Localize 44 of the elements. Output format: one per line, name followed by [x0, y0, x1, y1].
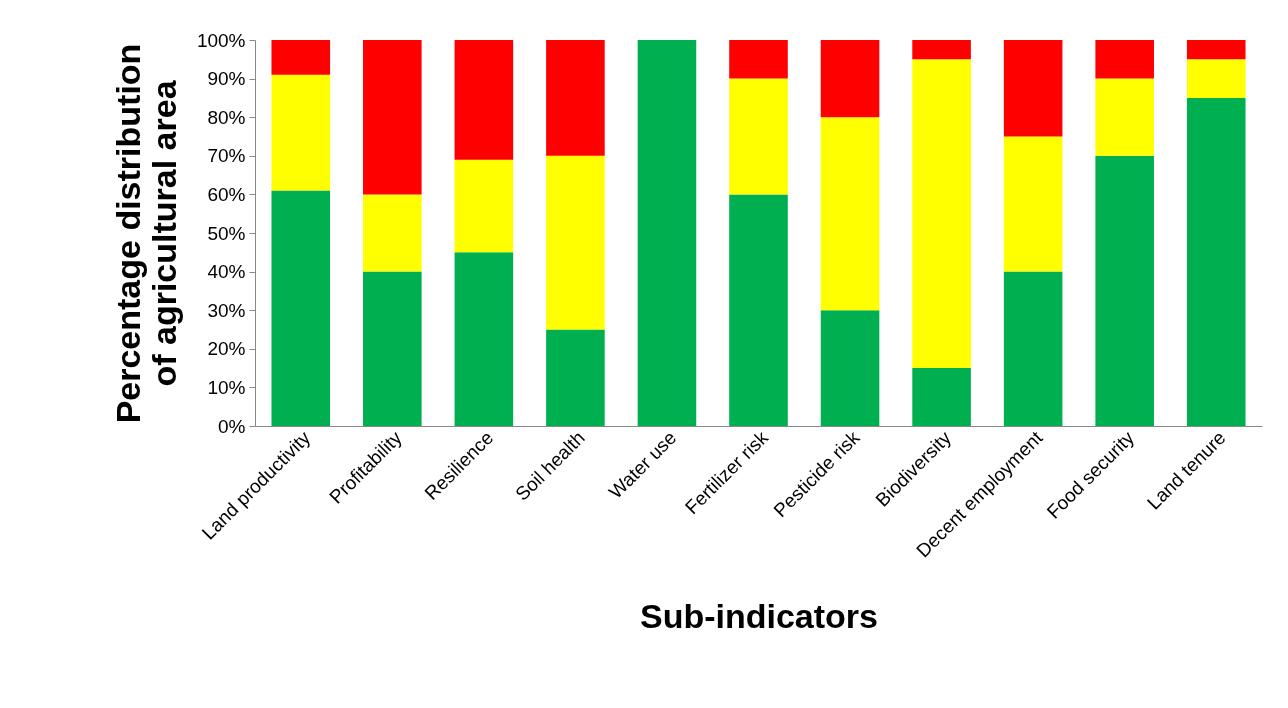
- bar: [1186, 97, 1246, 426]
- bar: [363, 271, 422, 426]
- bar: [454, 40, 514, 160]
- bar: [1095, 40, 1154, 79]
- y-tick-label: 30%: [207, 299, 246, 321]
- bar: [454, 159, 514, 253]
- bar: [454, 252, 514, 426]
- bar: [363, 194, 422, 272]
- bar: [1003, 136, 1063, 272]
- bar: [271, 190, 331, 426]
- bar: [820, 40, 880, 118]
- x-axis-title: Sub-indicators: [639, 597, 879, 636]
- bar: [271, 40, 331, 75]
- bar: [1186, 40, 1246, 60]
- bar: [1003, 271, 1063, 426]
- y-tick-label: 60%: [207, 183, 246, 205]
- y-tick-label: 100%: [196, 29, 246, 51]
- bar: [912, 368, 971, 426]
- bar: [1095, 155, 1154, 426]
- y-tick-label: 0%: [218, 415, 246, 437]
- y-tick-label: 10%: [207, 376, 246, 398]
- y-tick-label: 80%: [207, 106, 246, 128]
- bar: [1095, 78, 1154, 156]
- y-tick-label: 90%: [207, 68, 246, 90]
- bar: [729, 40, 788, 79]
- bar: [912, 59, 971, 369]
- bar: [637, 40, 697, 426]
- bar: [271, 74, 331, 191]
- bar: [363, 40, 422, 195]
- bar: [820, 310, 880, 426]
- bar: [1003, 40, 1063, 137]
- y-tick-label: 20%: [207, 338, 246, 360]
- bar: [729, 194, 788, 426]
- bar: [546, 155, 605, 330]
- bar: [546, 329, 605, 426]
- y-axis-title: Percentage distribution of agricultural area: [108, 43, 183, 424]
- bar: [820, 117, 880, 311]
- bar: [729, 78, 788, 195]
- y-tick-label: 40%: [207, 261, 246, 283]
- bar: [546, 40, 605, 156]
- bar: [1186, 59, 1246, 98]
- y-tick-label: 70%: [207, 145, 246, 167]
- y-tick-label: 50%: [207, 222, 246, 244]
- bar: [912, 40, 971, 60]
